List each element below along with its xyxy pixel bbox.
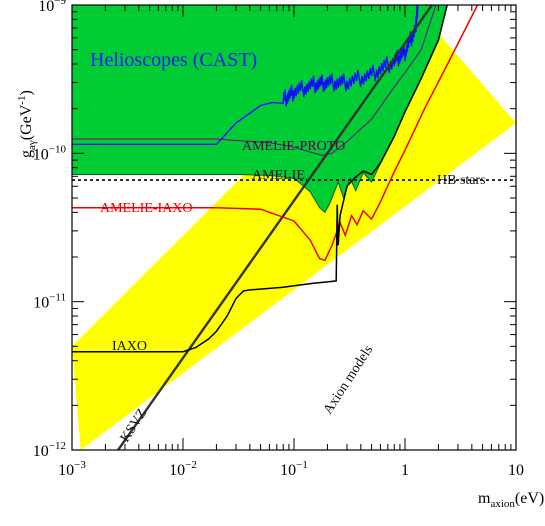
- amelie-iaxo-label: AMELIE-IAXO: [100, 201, 193, 216]
- x-tick-label: 10: [508, 462, 524, 479]
- x-tick-label: 1: [401, 462, 409, 479]
- x-tick-label: 10−1: [280, 459, 308, 479]
- y-axis-label: gaγ(GeV-1): [16, 90, 38, 158]
- region-2: [72, 5, 448, 213]
- curve-iaxo: [72, 5, 448, 353]
- axion-models-band: [72, 5, 516, 450]
- axion-models-label: Axion models: [321, 343, 377, 417]
- hb-stars-label: HB stars: [437, 173, 486, 188]
- x-tick-label: 10−3: [58, 459, 86, 479]
- y-tick-label: 10−11: [33, 292, 66, 312]
- axis-ticks: [71, 5, 516, 451]
- plot-area: [72, 5, 516, 450]
- amelie-proto-label: AMELIE-PROTO: [242, 139, 345, 154]
- cast-boundary-line: [72, 5, 419, 146]
- curve-amelie-iaxo: [72, 5, 479, 262]
- y-tick-label: 10−12: [33, 440, 66, 460]
- cast-label: Helioscopes (CAST): [90, 49, 257, 71]
- y-tick-label: 10−9: [38, 0, 66, 15]
- iaxo-label: IAXO: [112, 339, 147, 354]
- y-tick-label: 10−10: [33, 143, 67, 163]
- amelie-label: AMELIE: [252, 168, 305, 183]
- x-tick-label: 10−2: [169, 459, 197, 479]
- ksvz-line: [117, 5, 433, 450]
- x-axis-label: maxion(eV): [478, 490, 544, 510]
